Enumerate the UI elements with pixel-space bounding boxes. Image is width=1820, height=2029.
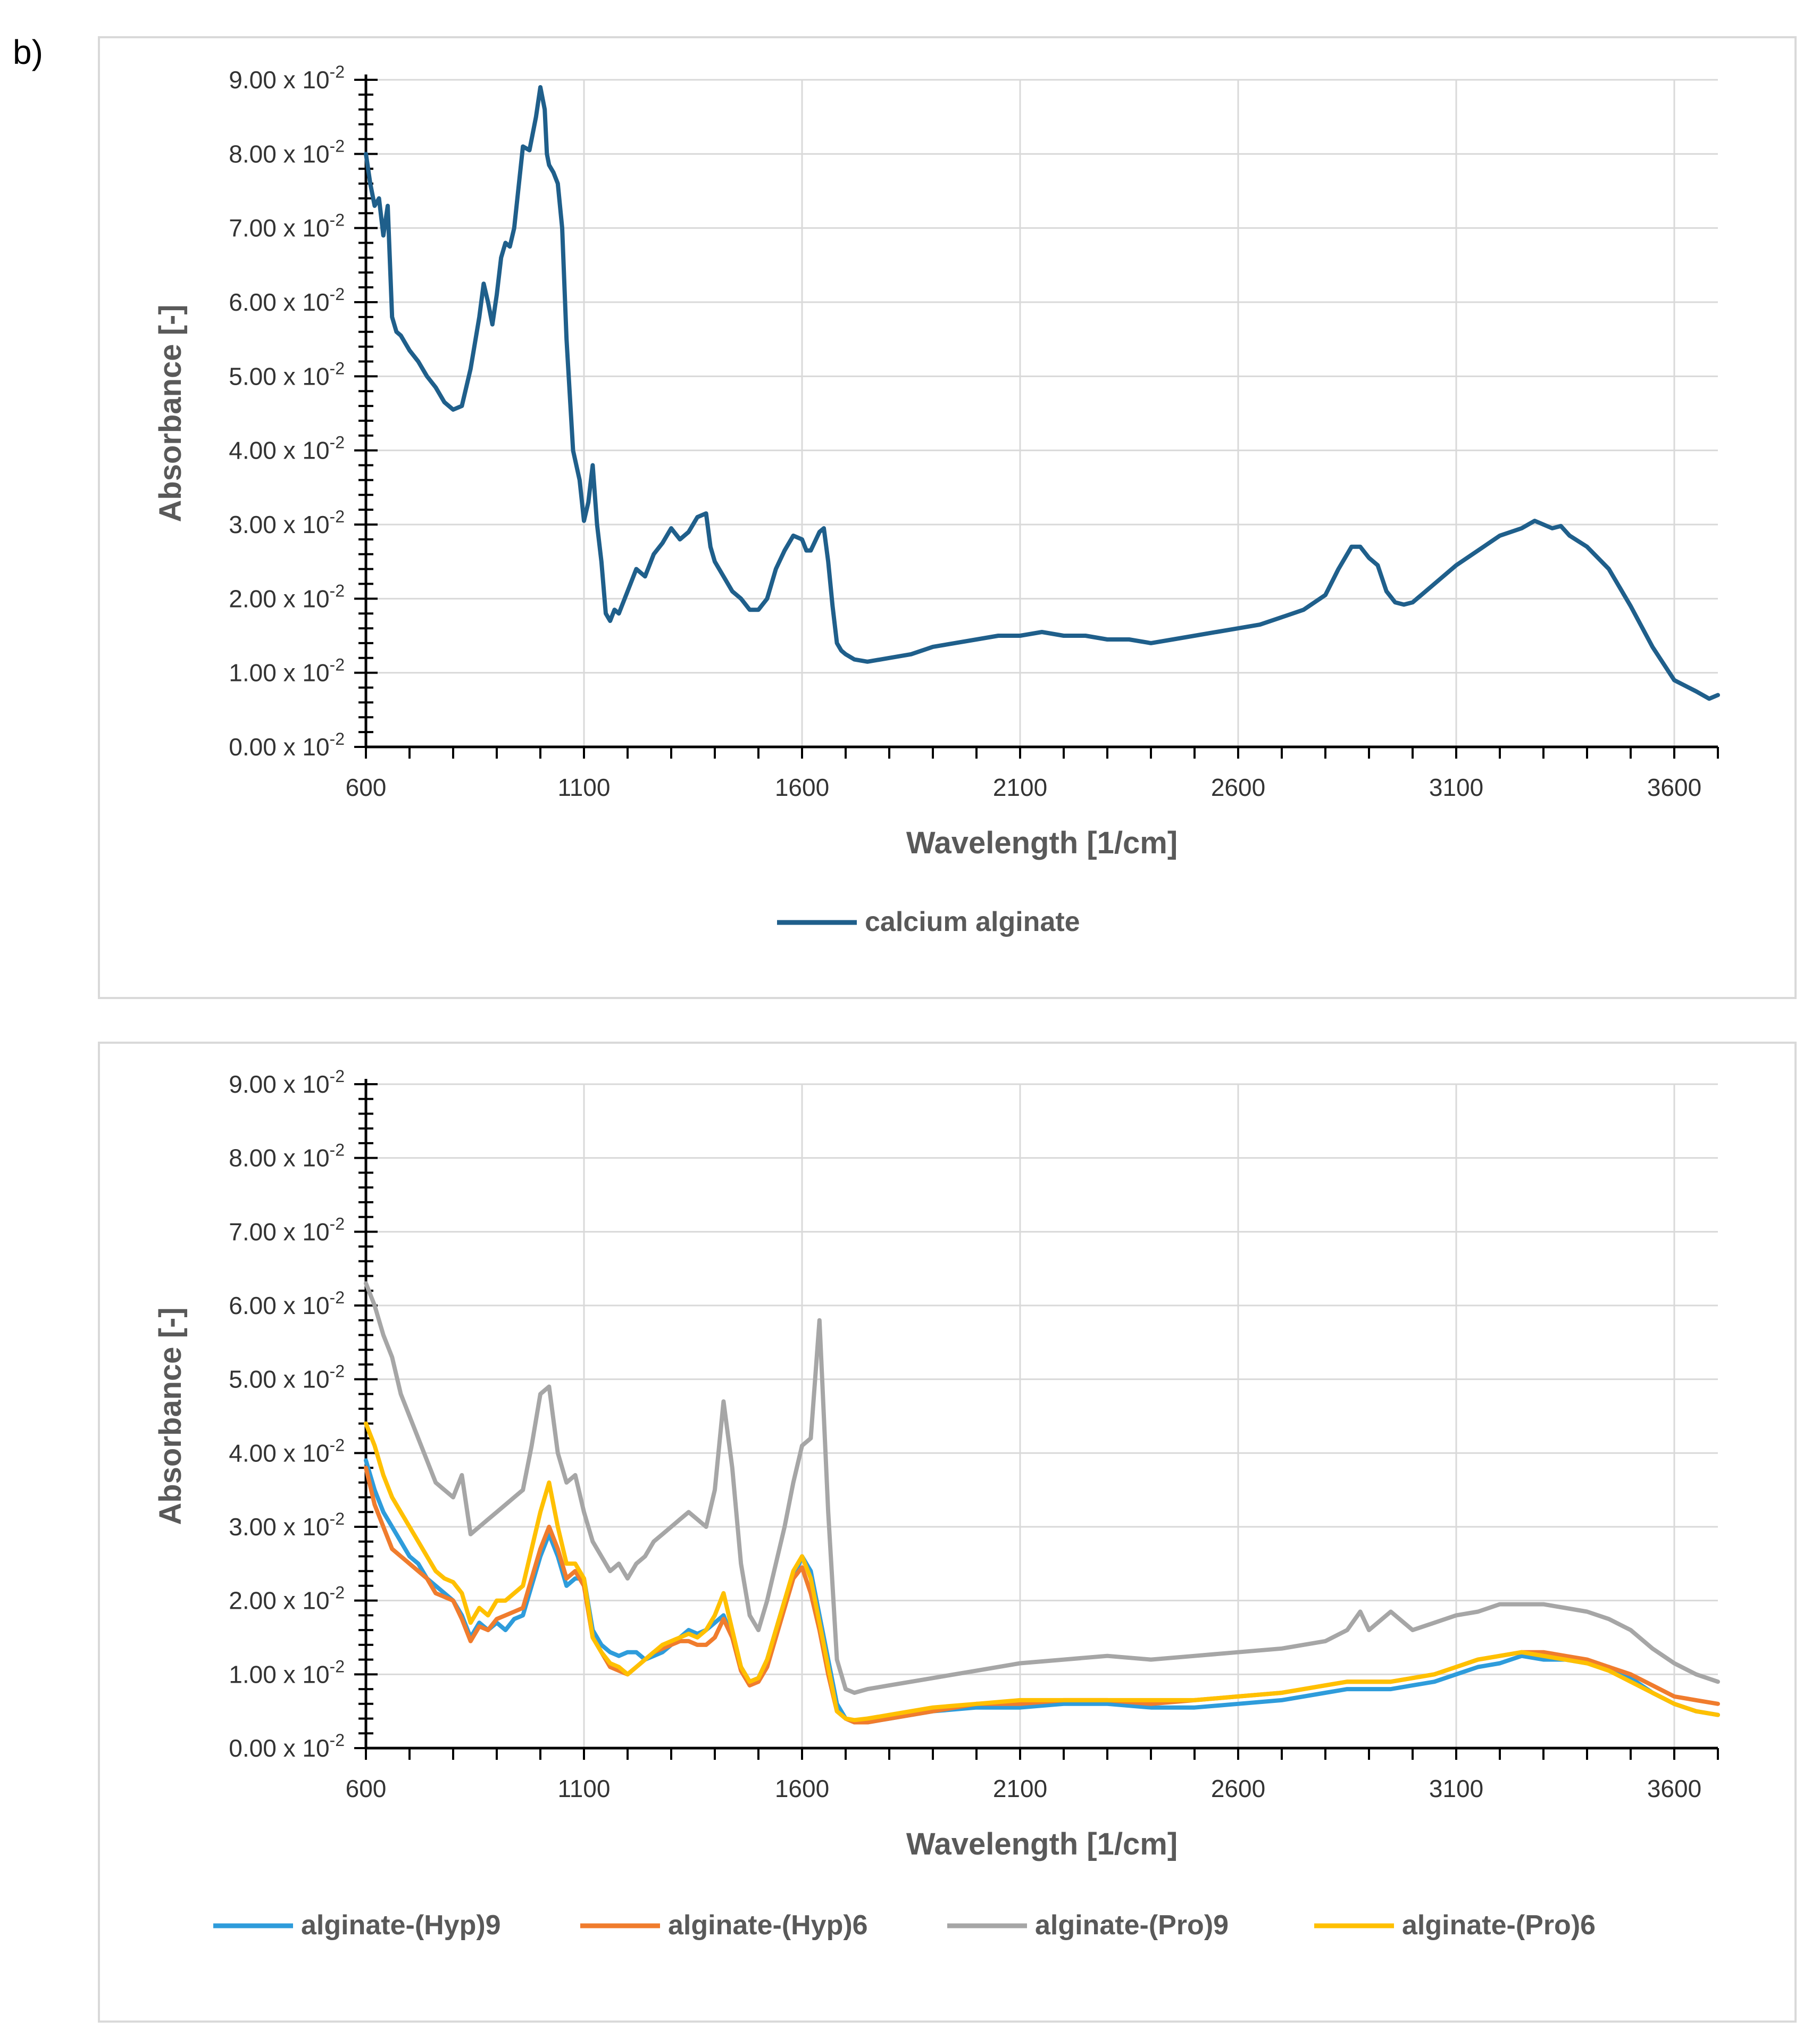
x-tick-label: 3600 <box>1647 1775 1701 1802</box>
chart-alginate-peptides: 0.00 x 10-2 1.00 x 10-2 2.00 x 10-2 3.00 x … <box>98 1042 1797 2023</box>
chart-frame <box>98 1042 1797 2023</box>
series-line-alginate-pro-6 <box>364 1421 1720 1723</box>
y-tick-label: 1.00 x 10-2 <box>229 1657 345 1688</box>
y-axis-title: Absorbance [-] <box>153 304 188 522</box>
x-tick-label: 1100 <box>558 1775 611 1802</box>
y-tick-label: 6.00 x 10-2 <box>229 1288 345 1319</box>
legend-label: alginate-(Pro)9 <box>1035 1910 1229 1941</box>
x-tick-label: 600 <box>346 1775 387 1802</box>
y-tick-label: 2.00 x 10-2 <box>229 1583 345 1615</box>
x-tick-label: 3100 <box>1429 774 1483 801</box>
y-tick-label: 8.00 x 10-2 <box>229 1141 345 1172</box>
y-tick-label: 3.00 x 10-2 <box>229 1509 345 1541</box>
panel-letter: b) <box>13 33 43 71</box>
y-tick-label: 9.00 x 10-2 <box>229 1067 345 1098</box>
x-tick-label: 1600 <box>775 1775 829 1802</box>
legend-label: alginate-(Hyp)9 <box>301 1910 501 1941</box>
x-tick-label: 1100 <box>558 774 611 801</box>
y-tick-label: 4.00 x 10-2 <box>229 1435 345 1467</box>
chart-calcium-alginate: 0.00 x 10-2 1.00 x 10-2 2.00 x 10-2 3.00 x … <box>98 36 1797 999</box>
legend-label: calcium alginate <box>865 907 1080 937</box>
y-axis-title: Absorbance [-] <box>153 1307 188 1525</box>
x-tick-label: 2600 <box>1211 1775 1265 1802</box>
series-line-calcium-alginate <box>364 85 1720 701</box>
x-axis-title: Wavelength [1/cm] <box>906 1827 1178 1861</box>
y-tick-label: 8.00 x 10-2 <box>229 136 345 168</box>
y-tick-label: 9.00 x 10-2 <box>229 62 345 94</box>
x-tick-label: 3100 <box>1429 1775 1483 1802</box>
y-tick-label: 5.00 x 10-2 <box>229 359 345 390</box>
y-tick-label: 7.00 x 10-2 <box>229 1214 345 1245</box>
y-tick-label: 0.00 x 10-2 <box>229 729 345 761</box>
y-tick-label: 4.00 x 10-2 <box>229 433 345 464</box>
x-tick-label: 2100 <box>993 774 1047 801</box>
y-tick-label: 2.00 x 10-2 <box>229 581 345 612</box>
x-tick-label: 2600 <box>1211 774 1265 801</box>
y-tick-label: 3.00 x 10-2 <box>229 507 345 538</box>
x-tick-label: 1600 <box>775 774 829 801</box>
legend-label: alginate-(Hyp)6 <box>668 1910 868 1941</box>
y-tick-label: 0.00 x 10-2 <box>229 1731 345 1762</box>
x-tick-label: 3600 <box>1647 774 1701 801</box>
y-tick-label: 6.00 x 10-2 <box>229 285 345 316</box>
y-tick-label: 1.00 x 10-2 <box>229 655 345 687</box>
x-tick-label: 2100 <box>993 1775 1047 1802</box>
x-tick-label: 600 <box>346 774 387 801</box>
y-tick-label: 5.00 x 10-2 <box>229 1362 345 1393</box>
x-axis-title: Wavelength [1/cm] <box>906 826 1178 860</box>
y-tick-label: 7.00 x 10-2 <box>229 211 345 242</box>
legend-label: alginate-(Pro)6 <box>1402 1910 1596 1941</box>
series-line-alginate-pro-9 <box>364 1281 1720 1695</box>
chart-frame <box>98 36 1797 999</box>
